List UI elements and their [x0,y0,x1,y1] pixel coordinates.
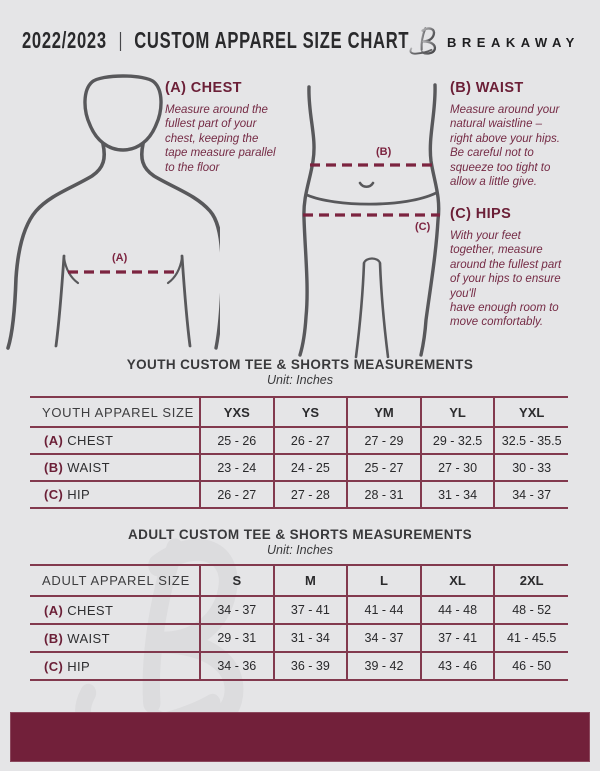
size-column-header: YL [419,397,495,428]
measurement-value: 41 - 45.5 [493,624,568,653]
measurement-value: 27 - 30 [419,454,495,482]
measurement-value: 41 - 44 [346,596,421,625]
marker-letter: (C) [44,658,64,674]
size-column-header: YXS [199,397,274,428]
marker-b-label: (B) [376,146,392,158]
youth-size-table: YOUTH APPAREL SIZE YXS YS YM YL YXL (A) CHEST 2… [30,396,568,509]
brand-lockup: BREAKAWAY [408,22,580,58]
measurement-value: 36 - 39 [272,652,348,681]
footer-bar [10,712,590,762]
measurement-value: 29 - 31 [199,624,274,653]
measurement-value: 31 - 34 [419,481,495,509]
measurement-row-label: (C) HIP [30,481,200,509]
size-column-header: YM [346,397,421,428]
measurement-value: 25 - 27 [346,454,421,482]
measurement-row: (B) WAIST 23 - 24 24 - 25 25 - 27 27 - 30 30 … [30,454,568,482]
title-separator: | [118,30,123,52]
chest-figure-illustration [6,74,220,350]
hips-figure-illustration [298,83,441,359]
measurement-value: 37 - 41 [419,624,495,653]
size-column-header: YS [272,397,348,428]
youth-table-title: YOUTH CUSTOM TEE & SHORTS MEASUREMENTS [126,357,474,372]
chest-instructions: Measure around the fullest part of your … [165,104,276,174]
measurement-row: (C) HIP 34 - 36 36 - 39 39 - 42 43 - 46 46 - … [30,652,568,681]
measurement-value: 28 - 31 [346,481,421,509]
measurement-row-label: (B) WAIST [30,454,200,482]
measurement-row-label: (A) CHEST [30,596,200,625]
marker-letter: (B) [44,460,64,475]
hips-instructions: With your feet together, measure around … [450,230,562,329]
hips-note: (C) HIPS With your feet together, measur… [450,206,600,330]
measurement-value: 29 - 32.5 [419,427,495,455]
measurement-value: 34 - 37 [199,596,274,625]
measurement-row-label: (C) HIP [30,652,200,681]
table-header-row: YOUTH APPAREL SIZE YXS YS YM YL YXL [30,397,568,428]
youth-table-unit: Unit: Inches [266,373,333,387]
measurement-row: (A) CHEST 25 - 26 26 - 27 27 - 29 29 - 32.5 3… [30,427,568,455]
size-column-header: 2XL [493,565,568,597]
size-column-header: YXL [493,397,568,428]
adult-size-table: ADULT APPAREL SIZE S M L XL 2XL (A) CHEST 34 - … [30,564,568,681]
measurement-row-label: (A) CHEST [30,427,200,455]
season-year: 2022/2023 [22,27,107,53]
waist-note: (B) WAIST Measure around your natural wa… [450,80,600,189]
measurement-row: (B) WAIST 29 - 31 31 - 34 34 - 37 37 - 41 41 … [30,624,568,653]
marker-letter: (C) [44,487,64,502]
hips-heading: (C) HIPS [450,206,512,222]
measurement-row-label: (B) WAIST [30,624,200,653]
size-table-corner-header: YOUTH APPAREL SIZE [30,397,200,428]
breakaway-b-logo-icon [409,27,437,55]
size-column-header: M [272,565,348,597]
measurement-value: 31 - 34 [272,624,348,653]
page-title: CUSTOM APPAREL SIZE CHART [134,27,410,53]
measurement-value: 26 - 27 [199,481,274,509]
measurement-value: 25 - 26 [199,427,274,455]
measurement-row: (C) HIP 26 - 27 27 - 28 28 - 31 31 - 34 34 - … [30,481,568,509]
marker-letter: (A) [44,433,64,448]
measurement-value: 46 - 50 [493,652,568,681]
measurement-row: (A) CHEST 34 - 37 37 - 41 41 - 44 44 - 48 48 … [30,596,568,625]
size-table-corner-header: ADULT APPAREL SIZE [30,565,200,597]
size-column-header: S [199,565,274,597]
adult-table-unit: Unit: Inches [266,543,333,557]
marker-a-label: (A) [112,252,128,264]
measurement-value: 32.5 - 35.5 [493,427,568,455]
header: 2022/2023 | CUSTOM APPAREL SIZE CHART [22,27,560,54]
marker-c-label: (C) [415,221,431,233]
measurement-value: 34 - 37 [346,624,421,653]
waist-instructions: Measure around your natural waistline – … [450,104,560,189]
measurement-value: 27 - 29 [346,427,421,455]
chest-note: (A) CHEST Measure around the fullest par… [165,80,315,175]
marker-letter: (A) [44,602,64,618]
measurement-value: 23 - 24 [199,454,274,482]
measurement-value: 30 - 33 [493,454,568,482]
measurement-value: 39 - 42 [346,652,421,681]
table-header-row: ADULT APPAREL SIZE S M L XL 2XL [30,565,568,597]
measurement-value: 43 - 46 [419,652,495,681]
measurement-value: 48 - 52 [493,596,568,625]
chest-heading: (A) CHEST [165,80,242,96]
measurement-value: 37 - 41 [272,596,348,625]
brand-name: BREAKAWAY [447,34,580,50]
measurement-value: 34 - 37 [493,481,568,509]
measurement-value: 24 - 25 [272,454,348,482]
waist-heading: (B) WAIST [450,80,524,96]
measurement-value: 26 - 27 [272,427,348,455]
adult-table-title: ADULT CUSTOM TEE & SHORTS MEASUREMENTS [128,527,472,542]
size-column-header: XL [419,565,495,597]
marker-letter: (B) [44,630,64,646]
size-column-header: L [346,565,421,597]
measurement-value: 44 - 48 [419,596,495,625]
measurement-value: 34 - 36 [199,652,274,681]
measurement-value: 27 - 28 [272,481,348,509]
